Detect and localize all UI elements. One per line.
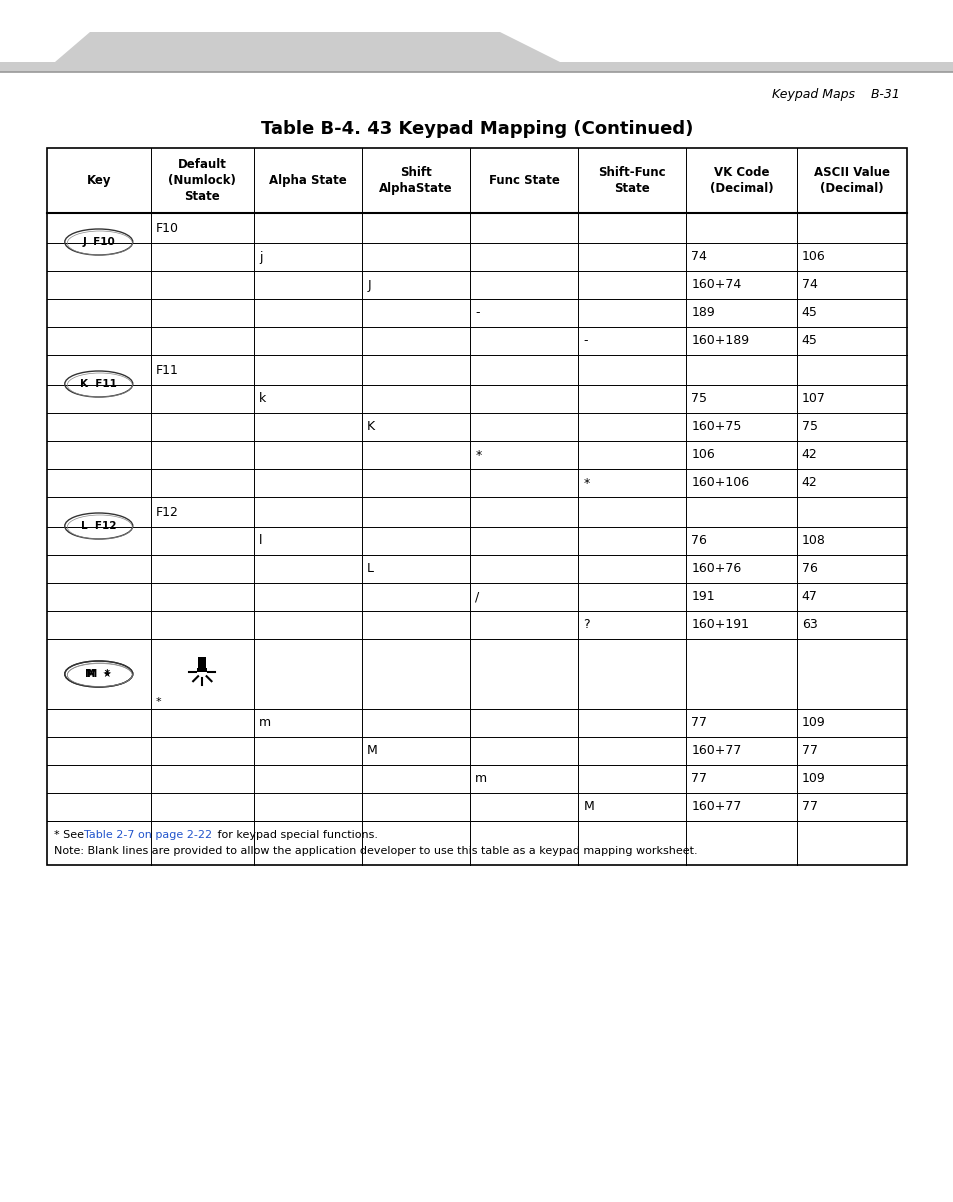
Text: 77: 77 [801,801,817,814]
Text: k: k [259,393,266,405]
Text: F11: F11 [155,363,178,376]
Text: Note: Blank lines are provided to allow the application developer to use this ta: Note: Blank lines are provided to allow … [54,846,697,856]
Text: Table 2-7 on page 2-22: Table 2-7 on page 2-22 [84,831,212,840]
Text: 77: 77 [691,716,706,730]
Text: Shift
AlphaState: Shift AlphaState [379,166,453,195]
Text: Shift-Func
State: Shift-Func State [598,166,665,195]
Text: 109: 109 [801,773,824,785]
Text: l: l [259,535,262,547]
Text: 109: 109 [801,716,824,730]
Text: 42: 42 [801,476,817,489]
Polygon shape [0,32,953,72]
Text: *: * [475,448,481,462]
Text: *: * [155,697,161,707]
Bar [197,668,207,672]
Text: M: M [367,744,377,757]
Text: * See: * See [54,831,88,840]
Text: L: L [367,563,374,576]
Text: Keypad Maps    B-31: Keypad Maps B-31 [771,88,899,101]
Text: 160+77: 160+77 [691,744,741,757]
Bar [198,657,206,670]
Text: m: m [475,773,487,785]
Text: 45: 45 [801,307,817,320]
Text: K: K [367,421,375,434]
Text: 160+77: 160+77 [691,801,741,814]
Text: 108: 108 [801,535,824,547]
Text: J  F10: J F10 [82,237,115,246]
Text: 160+189: 160+189 [691,334,749,347]
Text: ?: ? [582,619,589,631]
Text: F10: F10 [155,221,178,234]
Text: 63: 63 [801,619,817,631]
Text: K  F11: K F11 [80,379,117,389]
Text: J: J [367,279,371,292]
Text: 75: 75 [801,421,817,434]
Text: j: j [259,250,262,263]
Text: 160+75: 160+75 [691,421,741,434]
Text: 160+74: 160+74 [691,279,740,292]
Text: Alpha State: Alpha State [269,174,347,188]
Text: ASCII Value
(Decimal): ASCII Value (Decimal) [813,166,889,195]
Text: m: m [259,716,271,730]
Text: VK Code
(Decimal): VK Code (Decimal) [709,166,773,195]
Text: Default
(Numlock)
State: Default (Numlock) State [169,157,236,203]
Text: 45: 45 [801,334,817,347]
Text: M: M [582,801,594,814]
Text: L  F12: L F12 [81,520,116,531]
Text: 75: 75 [691,393,706,405]
Text: 106: 106 [801,250,824,263]
Text: 76: 76 [801,563,817,576]
Text: F12: F12 [155,506,178,518]
Text: 76: 76 [691,535,706,547]
Text: *: * [582,476,589,489]
Text: 160+106: 160+106 [691,476,749,489]
Text: -: - [475,307,479,320]
Text: 47: 47 [801,590,817,603]
Text: 74: 74 [691,250,706,263]
Text: 189: 189 [691,307,715,320]
Text: 160+76: 160+76 [691,563,740,576]
Text: 77: 77 [801,744,817,757]
Text: 77: 77 [691,773,706,785]
Text: 107: 107 [801,393,824,405]
Text: for keypad special functions.: for keypad special functions. [213,831,377,840]
Text: /: / [475,590,479,603]
Text: Func State: Func State [488,174,559,188]
Text: Key: Key [87,174,111,188]
Text: 191: 191 [691,590,714,603]
Text: 74: 74 [801,279,817,292]
Text: -: - [582,334,587,347]
Text: M  *: M * [87,670,111,679]
Text: M  ★: M ★ [85,670,112,679]
Text: Table B-4. 43 Keypad Mapping (Continued): Table B-4. 43 Keypad Mapping (Continued) [260,120,693,138]
Text: 160+191: 160+191 [691,619,749,631]
Text: 106: 106 [691,448,715,462]
Bar [47,148,906,865]
Text: 42: 42 [801,448,817,462]
